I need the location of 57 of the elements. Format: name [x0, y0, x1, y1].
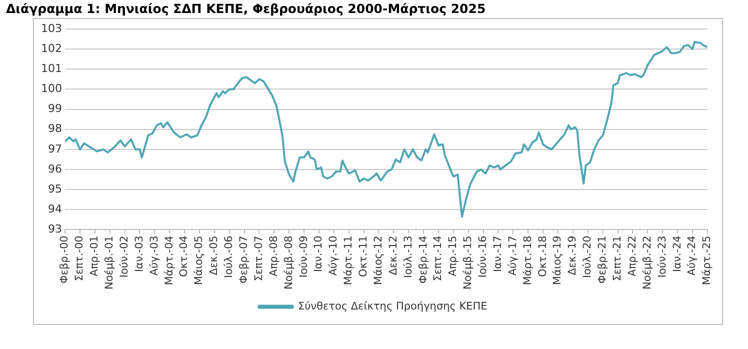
x-tick-label: Σεπτ.-07 [252, 236, 265, 282]
x-tick-label: Νοέμβ.-15 [462, 236, 474, 290]
x-tick-label: Ιούν.-02 [118, 236, 130, 278]
x-tick-label: Φεβρ.-07 [238, 236, 250, 284]
x-tick-label: Οκτ.-18 [536, 236, 549, 277]
x-tick-label: Απρ.-22 [626, 236, 638, 276]
x-tick-label: Ιαν.-10 [312, 236, 325, 272]
x-tick-label: Απρ.-01 [88, 236, 101, 276]
x-tick-label: Ιαν.-24 [671, 235, 684, 272]
x-tick-label: Σεπτ.-21 [611, 236, 624, 282]
x-tick-label: Ιαν.-03 [133, 236, 146, 272]
x-tick-label: Φεβρ.-21 [596, 236, 609, 284]
x-tick-label: Δεκ.-05 [208, 236, 220, 276]
x-tick-label: Μάρτ.-18 [522, 236, 534, 286]
x-tick-label: Μάρτ.-11 [342, 236, 355, 286]
y-tick-label: 96 [48, 162, 62, 176]
y-tick-label: 102 [40, 42, 62, 55]
x-tick-label: Μάρτ.-25 [701, 236, 714, 286]
y-tick-label: 98 [48, 122, 62, 136]
y-tick-label: 100 [40, 82, 62, 96]
x-tick-label: Δεκ.-19 [566, 236, 579, 276]
x-tick-label: Οκτ.-04 [178, 235, 190, 277]
x-tick-label: Αύγ.-03 [148, 236, 160, 276]
y-tick-label: 103 [40, 22, 62, 35]
x-tick-label: Φεβρ.-14 [417, 235, 430, 284]
x-tick-label: Μάιος-19 [552, 236, 564, 285]
chart-title: Διάγραμμα 1: Μηνιαίος ΣΔΠ ΚΕΠΕ, Φεβρουάριος 2000-Μάρτιος 2025 [6, 1, 486, 16]
y-tick-label: 94 [48, 202, 62, 216]
x-tick-label: Μάρτ.-04 [163, 235, 176, 286]
x-tick-label: Νοέμβ.-22 [641, 236, 654, 290]
x-tick-label: Σεπτ.-14 [432, 235, 444, 282]
x-tick-label: Δεκ.-12 [387, 236, 400, 276]
x-tick-label: Ιούν.-16 [477, 235, 490, 278]
x-tick-label: Απρ.-15 [447, 236, 460, 276]
x-tick-label: Μάιος-05 [193, 236, 206, 285]
x-tick-label: Μάιος-12 [372, 236, 384, 285]
y-tick-label: 99 [48, 102, 62, 116]
x-tick-label: Απρ.-08 [268, 236, 280, 276]
x-tick-label: Σεπτ.-00 [74, 236, 86, 282]
x-tick-label: Φεβρ.-00 [58, 236, 71, 284]
x-tick-label: Ιούλ.-13 [402, 236, 414, 278]
x-tick-label: Αύγ.-17 [506, 236, 519, 276]
x-tick-label: Ιούν.-23 [656, 236, 668, 278]
x-tick-label: Αύγ.-10 [328, 236, 340, 276]
x-tick-label: Ιούλ.-06 [223, 235, 236, 278]
x-tick-label: Νοέμβ.-08 [282, 236, 295, 290]
y-tick-label: 101 [40, 62, 62, 75]
y-tick-label: 97 [48, 142, 62, 156]
x-tick-label: Νοέμβ.-01 [104, 236, 116, 290]
legend-label: Σύνθετος Δείκτης Προήγησης ΚΕΠΕ [298, 300, 488, 312]
x-tick-label: Ιούν.-09 [298, 236, 310, 278]
x-tick-label: Ιούλ.-20 [582, 236, 594, 278]
y-tick-label: 93 [48, 222, 62, 236]
y-tick-label: 95 [48, 182, 62, 196]
x-tick-label: Ιαν.-17 [492, 236, 504, 272]
x-tick-label: Αύγ.-24 [686, 235, 698, 276]
x-tick-label: Οκτ.-11 [358, 236, 370, 277]
